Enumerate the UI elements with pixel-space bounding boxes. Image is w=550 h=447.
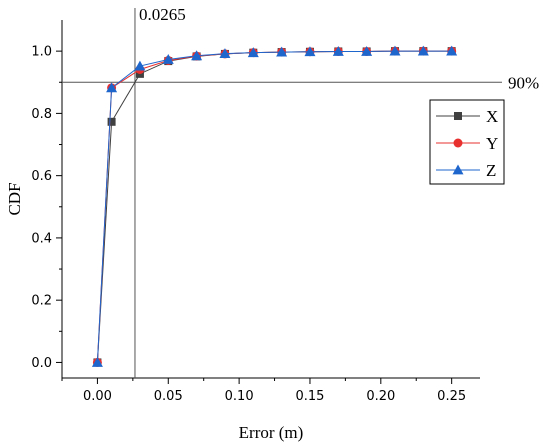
data-point-z (446, 45, 458, 56)
x-tick-label: 0.25 (437, 389, 466, 404)
legend-marker-x (454, 112, 462, 120)
x-tick-label: 0.20 (366, 389, 395, 404)
data-point-x (107, 117, 116, 126)
legend-label-x: X (486, 107, 498, 126)
x-axis-title: Error (m) (239, 423, 304, 442)
y-tick-label: 0.4 (31, 231, 52, 246)
data-point-z (91, 356, 103, 367)
y-tick-label: 0.0 (31, 356, 52, 371)
data-point-z (276, 46, 288, 57)
data-point-z (389, 45, 401, 56)
series-line-z (96, 50, 452, 363)
data-point-z (417, 45, 429, 56)
plot-area: 0.00 0.05 0.10 0.15 0.20 0.25 0.0 0.2 0.4 0.6 0.8 1… (31, 8, 502, 404)
hline-annotation-label: 90% (508, 73, 539, 92)
x-tick-label: 0.00 (83, 389, 112, 404)
legend-label-z: Z (486, 161, 496, 180)
x-tick-label: 0.10 (225, 389, 254, 404)
y-axis-title: CDF (5, 182, 24, 215)
data-point-z (106, 82, 118, 93)
data-point-z (134, 60, 146, 71)
x-tick-label: 0.15 (295, 389, 324, 404)
data-point-z (304, 46, 316, 57)
y-tick-label: 0.6 (31, 169, 52, 184)
series-line-y (96, 50, 452, 363)
legend-label-y: Y (486, 134, 498, 153)
data-point-z (361, 45, 373, 56)
legend-marker-y (453, 138, 463, 148)
legend-marker-z (452, 164, 464, 175)
legend: XYZ (429, 99, 505, 185)
data-point-z (162, 54, 174, 64)
y-tick-label: 0.2 (31, 294, 52, 309)
x-tick-label: 0.05 (154, 389, 183, 404)
data-point-z (332, 45, 344, 56)
data-point-z (191, 50, 203, 61)
vline-annotation-label: 0.0265 (139, 5, 186, 24)
y-tick-label: 1.0 (31, 45, 52, 60)
y-tick-label: 0.8 (31, 107, 52, 122)
data-point-z (247, 47, 259, 58)
data-point-z (219, 48, 231, 59)
series-line-x (96, 50, 452, 363)
